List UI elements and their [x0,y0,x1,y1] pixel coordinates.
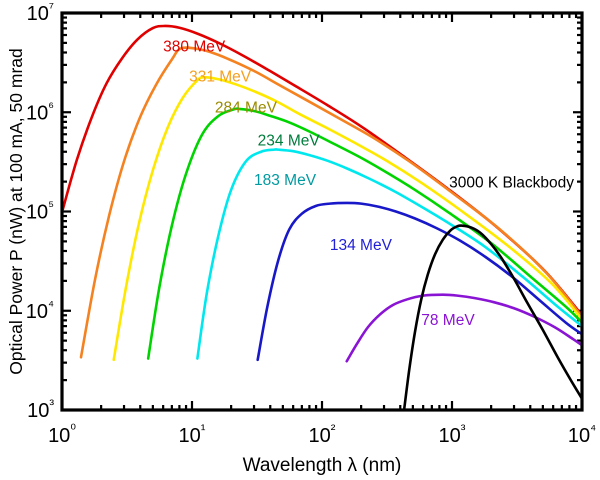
curve-label-134-mev: 134 MeV [330,237,393,254]
y-tick-label: 10⁷ [27,0,54,25]
x-tick-label: 10⁰ [48,421,76,447]
curve-78-mev [345,293,581,363]
y-tick-label: 10⁶ [26,98,54,124]
curve-183-mev [196,148,581,360]
curve-331-mev [79,46,581,359]
x-axis-title: Wavelength λ (nm) [243,455,402,476]
x-tick-label: 10⁴ [568,421,596,447]
curve-label-3000-k-blackbody: 3000 K Blackbody [449,174,574,191]
x-tick-label: 10² [309,421,336,447]
data-curves [63,24,581,409]
curve-annotations: 380 MeV 331 MeV 284 MeV 234 MeV 183 MeV 134 M… [163,38,574,328]
curve-label-234-mev: 234 MeV [258,133,321,150]
curve-234-mev [146,107,581,360]
y-axis-tick-labels: 10³ 10⁴ 10⁵ 10⁶ 10⁷ [26,0,55,422]
y-tick-label: 10³ [27,396,54,422]
curve-label-284-mev: 284 MeV [215,99,278,116]
curve-label-78-mev: 78 MeV [421,312,475,329]
x-tick-label: 10¹ [179,421,206,447]
axis-titles: Wavelength λ (nm) Optical Power P (nW) at… [6,48,401,476]
curve-label-183-mev: 183 MeV [254,172,317,189]
x-axis-tick-labels: 10⁰ 10¹ 10² 10³ 10⁴ [48,421,596,447]
curve-label-380-mev: 380 MeV [163,38,226,55]
curve-3000-k-blackbody [403,224,581,409]
curve-284-mev [112,75,581,362]
curve-label-331-mev: 331 MeV [189,68,252,85]
y-tick-label: 10⁴ [26,297,54,323]
y-axis-title: Optical Power P (nW) at 100 mA, 50 mrad [6,48,26,374]
y-tick-label: 10⁵ [26,198,54,224]
x-tick-label: 10³ [439,421,466,447]
axis-ticks [60,11,584,412]
